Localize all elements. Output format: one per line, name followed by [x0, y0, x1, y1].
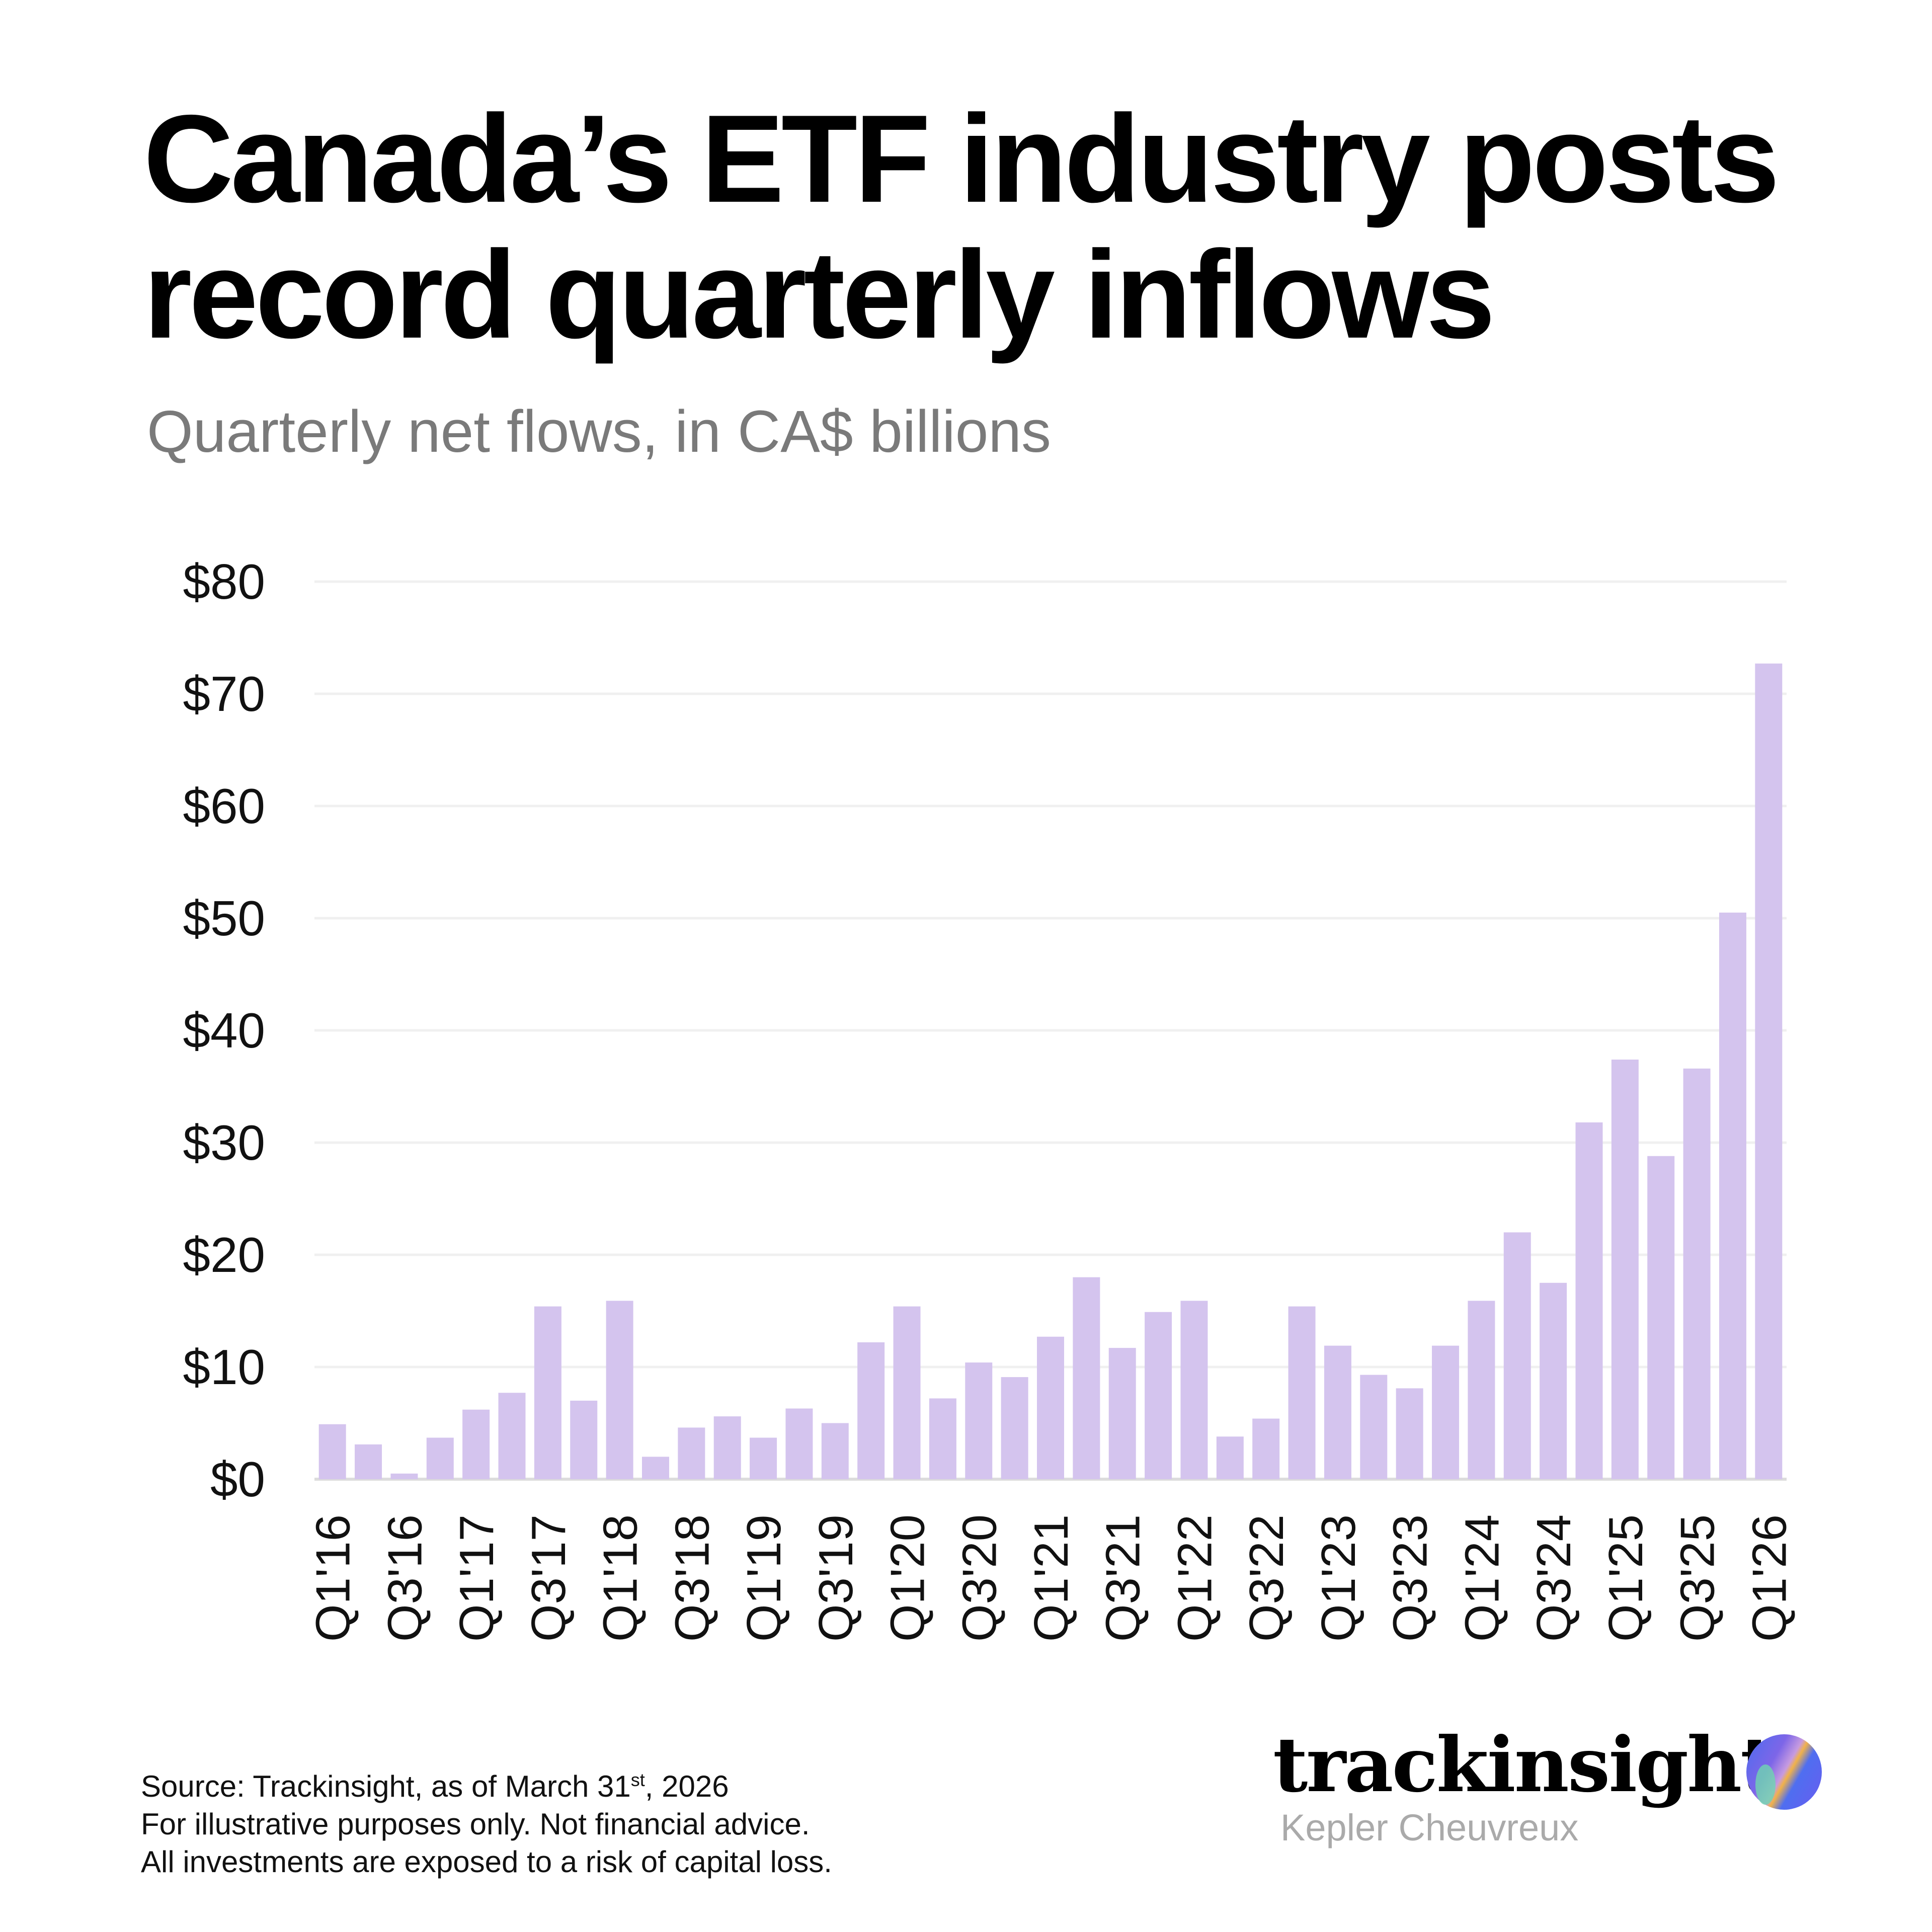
chart-title: Canada’s ETF industry posts record quarte…	[143, 89, 1780, 364]
bar-Q1'18	[606, 1301, 633, 1479]
x-tick-label: Q1'18	[594, 1514, 648, 1642]
bar-Q4'22	[1288, 1306, 1316, 1479]
bar-Q1'24	[1468, 1301, 1495, 1479]
bar-Q3'20	[965, 1362, 993, 1479]
bar-Q4'18	[713, 1416, 741, 1479]
disclaimer-2: All investments are exposed to a risk of…	[141, 1845, 832, 1879]
bar-Q2'17	[498, 1393, 526, 1479]
x-tick-label: Q3'25	[1671, 1514, 1725, 1642]
bar-chart: $0$10$20$30$40$50$60$70$80 Q1'16 Q3'16 Q1'…	[183, 554, 1797, 1642]
x-tick-label: Q3'24	[1527, 1514, 1581, 1642]
y-tick-label: $30	[183, 1115, 265, 1170]
x-tick-label: Q1'19	[737, 1514, 791, 1642]
brand-logo-text: trackinsight	[1273, 1721, 1775, 1809]
bar-Q3'23	[1396, 1388, 1423, 1479]
brand-logo-icon	[1746, 1734, 1822, 1810]
bar-Q1'16	[318, 1424, 346, 1479]
y-tick-label: $50	[183, 891, 265, 946]
x-tick-label: Q3'18	[665, 1514, 719, 1642]
bar-Q2'19	[785, 1408, 813, 1479]
bar-Q4'17	[570, 1400, 598, 1479]
bar-Q3'22	[1252, 1418, 1280, 1479]
y-tick-label: $0	[210, 1452, 265, 1507]
bar-Q2'25	[1647, 1156, 1675, 1479]
title-line-1: Canada’s ETF industry posts	[143, 89, 1780, 228]
bar-Q1'22	[1180, 1301, 1208, 1479]
bar-Q2'21	[1073, 1277, 1100, 1479]
bar-Q1'23	[1324, 1345, 1351, 1479]
x-tick-label: Q3'22	[1240, 1514, 1294, 1642]
bar-Q1'17	[462, 1409, 490, 1479]
bar-Q4'16	[426, 1437, 454, 1479]
y-tick-label: $60	[183, 778, 265, 834]
x-tick-label: Q3'23	[1384, 1514, 1437, 1642]
bar-Q3'17	[534, 1306, 561, 1479]
x-tick-label: Q1'21	[1024, 1514, 1078, 1642]
y-tick-label: $40	[183, 1003, 265, 1058]
bar-Q2'24	[1503, 1232, 1531, 1479]
x-tick-label: Q1'25	[1599, 1514, 1653, 1642]
bar-Q4'25	[1719, 912, 1746, 1479]
x-tick-label: Q1'17	[450, 1514, 504, 1642]
x-tick-label: Q1'23	[1312, 1514, 1365, 1642]
x-tick-label: Q3'17	[522, 1514, 576, 1642]
y-axis-ticks: $0 $10 $20 $30 $40 $50 $60 $70 $80	[183, 554, 265, 1507]
bars	[318, 663, 1783, 1479]
bar-Q2'18	[641, 1457, 669, 1479]
bar-Q2'20	[929, 1398, 956, 1479]
x-axis-ticks: Q1'16 Q3'16 Q1'17 Q3'17 Q1'18 Q3'18 Q1'19 Q3'19…	[306, 1514, 1797, 1642]
bar-Q3'25	[1683, 1068, 1711, 1479]
disclaimer-1: For illustrative purposes only. Not fina…	[141, 1807, 810, 1841]
bar-Q4'20	[1001, 1377, 1028, 1479]
bar-Q4'24	[1575, 1122, 1603, 1479]
x-tick-label: Q1'16	[306, 1514, 360, 1642]
x-tick-label: Q1'22	[1168, 1514, 1222, 1642]
chart-subtitle: Quarterly net flows, in CA$ billions	[147, 398, 1051, 465]
bar-Q3'16	[390, 1473, 418, 1479]
bar-Q1'21	[1037, 1336, 1064, 1479]
x-tick-label: Q1'24	[1455, 1514, 1509, 1642]
y-tick-label: $20	[183, 1227, 265, 1282]
y-tick-label: $80	[183, 554, 265, 609]
bar-Q1'26	[1755, 663, 1783, 1479]
bar-Q3'18	[678, 1427, 705, 1479]
bar-Q3'24	[1540, 1282, 1567, 1479]
y-tick-label: $10	[183, 1339, 265, 1395]
bar-Q1'25	[1611, 1059, 1639, 1479]
source-sup: st	[630, 1769, 645, 1790]
x-tick-label: Q3'20	[952, 1514, 1006, 1642]
bar-Q2'22	[1216, 1436, 1244, 1479]
source-year: , 2026	[645, 1769, 729, 1803]
x-tick-label: Q1'26	[1742, 1514, 1796, 1642]
bar-Q3'21	[1108, 1348, 1136, 1479]
bar-Q1'19	[750, 1437, 777, 1479]
footer-notes: Source: Trackinsight, as of March 31st, …	[141, 1761, 832, 1881]
y-tick-label: $70	[183, 666, 265, 721]
bar-Q2'23	[1360, 1375, 1388, 1479]
bar-Q4'23	[1432, 1345, 1460, 1479]
x-tick-label: Q3'19	[809, 1514, 863, 1642]
brand-subtitle: Kepler Cheuvreux	[1280, 1807, 1579, 1848]
source-note: Source: Trackinsight, as of March 31st, …	[141, 1761, 832, 1805]
x-tick-label: Q3'16	[378, 1514, 432, 1642]
bar-Q4'19	[857, 1342, 885, 1479]
source-text: Source: Trackinsight, as of March 31	[141, 1769, 631, 1803]
x-tick-label: Q1'20	[881, 1514, 935, 1642]
bar-Q2'16	[355, 1444, 382, 1479]
x-tick-label: Q3'21	[1096, 1514, 1150, 1642]
bar-Q4'21	[1145, 1312, 1172, 1479]
title-line-2: record quarterly inflows	[143, 224, 1495, 364]
bar-Q1'20	[893, 1306, 921, 1479]
bar-Q3'19	[821, 1423, 849, 1479]
